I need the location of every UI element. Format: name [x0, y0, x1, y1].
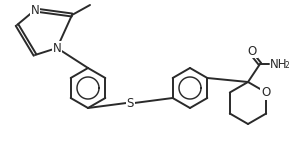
Text: S: S	[127, 97, 134, 110]
Text: N: N	[31, 4, 40, 17]
Text: 2: 2	[285, 60, 290, 69]
Text: O: O	[261, 86, 271, 99]
Text: N: N	[53, 41, 61, 54]
Text: NH: NH	[270, 58, 288, 71]
Text: O: O	[247, 45, 257, 58]
